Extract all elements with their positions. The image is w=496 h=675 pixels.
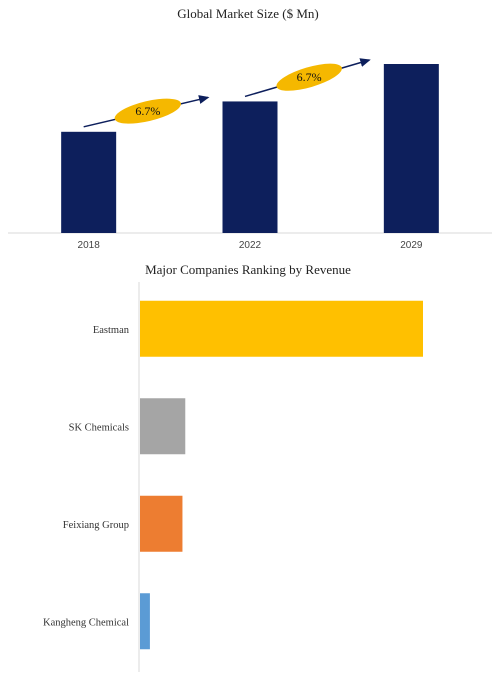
- bar-2029: [383, 64, 439, 233]
- bar-2018: [61, 131, 117, 233]
- cagr-badge-2: [276, 63, 342, 91]
- market-size-bar-chart: 2018 2022 2029 6.7% 6.7%: [8, 58, 492, 251]
- bar-sk-chemicals: [140, 398, 186, 455]
- category-label-feixiang-group: Feixiang Group: [63, 520, 129, 531]
- x-tick-label-2029: 2029: [400, 240, 423, 251]
- ranking-chart-title: Major Companies Ranking by Revenue: [145, 262, 351, 277]
- market-size-chart-title: Global Market Size ($ Mn): [177, 6, 319, 21]
- category-label-eastman: Eastman: [93, 325, 130, 336]
- cagr-label-2: 6.7%: [297, 70, 322, 84]
- x-tick-label-2018: 2018: [78, 240, 101, 251]
- ranking-bar-chart: Eastman SK Chemicals Feixiang Group Kanghen…: [43, 282, 423, 672]
- bar-feixiang-group: [140, 495, 183, 552]
- bar-eastman: [140, 300, 423, 357]
- cagr-label-1: 6.7%: [135, 104, 160, 118]
- cagr-badge-1: [114, 98, 182, 124]
- bar-2022: [222, 101, 278, 233]
- category-label-kangheng-chemical: Kangheng Chemical: [43, 617, 129, 628]
- category-label-sk-chemicals: SK Chemicals: [69, 422, 129, 433]
- bar-kangheng-chemical: [140, 593, 150, 650]
- x-tick-label-2022: 2022: [239, 240, 262, 251]
